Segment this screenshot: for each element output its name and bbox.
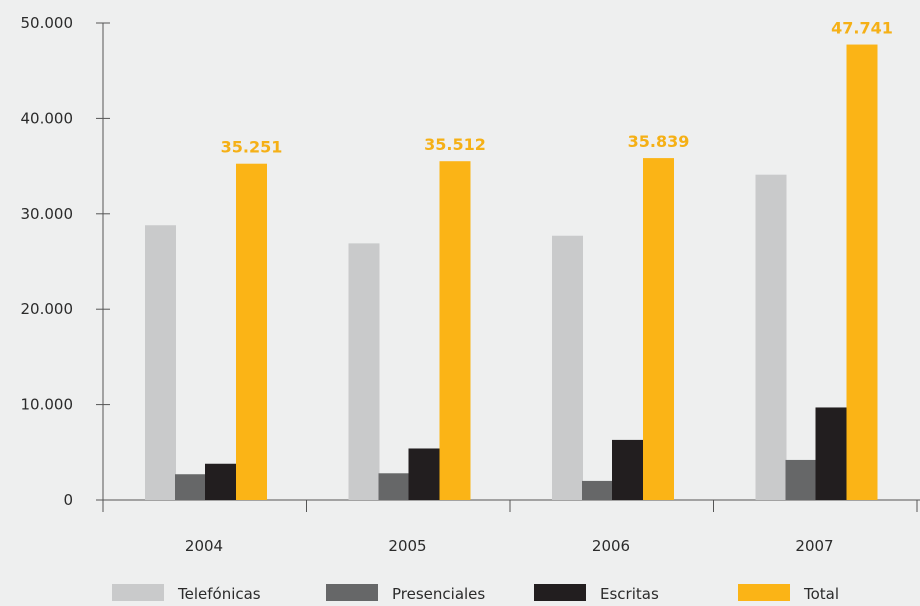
y-tick-label: 10.000	[21, 396, 74, 414]
bar-telef-nicas-2004	[145, 225, 176, 501]
legend-label: Escritas	[600, 585, 659, 603]
legend-label: Total	[803, 585, 839, 603]
bar-escritas-2007	[815, 407, 847, 500]
chart-bars	[145, 44, 878, 501]
chart-axes: 0 10.000 20.000 30.000 40.000 50.000	[21, 14, 920, 512]
y-tick-label: 40.000	[21, 109, 74, 127]
bar-total-2004	[236, 163, 267, 501]
chart-labels: 2004 35.251 2005 35.512 2006 35.839 2007 47.741	[185, 19, 893, 555]
bar-presenciales-2004	[175, 474, 206, 500]
legend-label: Presenciales	[392, 585, 485, 603]
bar-telef-nicas-2006	[552, 235, 583, 500]
total-data-label: 35.251	[221, 138, 283, 157]
total-data-label: 35.512	[424, 135, 486, 154]
legend-swatch-total	[738, 584, 790, 601]
legend-label: Telefónicas	[177, 585, 261, 603]
x-tick-label: 2006	[592, 537, 630, 555]
total-data-label: 35.839	[628, 132, 690, 151]
legend-swatch-presenciales	[326, 584, 378, 601]
total-data-label: 47.741	[831, 19, 893, 38]
bar-presenciales-2006	[582, 480, 613, 500]
chart-legend: Telefónicas Presenciales Escritas Total	[112, 584, 839, 603]
x-tick-label: 2004	[185, 537, 223, 555]
bar-total-2007	[846, 44, 878, 500]
x-tick-label: 2007	[795, 537, 833, 555]
y-tick-label: 20.000	[21, 300, 74, 318]
legend-swatch-escritas	[534, 584, 586, 601]
x-tick-label: 2005	[388, 537, 426, 555]
bar-escritas-2004	[205, 463, 236, 500]
legend-swatch-telef-nicas	[112, 584, 164, 601]
bar-escritas-2005	[408, 448, 440, 500]
y-tick-label: 0	[63, 491, 73, 509]
bar-total-2006	[643, 158, 674, 500]
bar-presenciales-2007	[785, 459, 817, 500]
bar-presenciales-2005	[378, 473, 410, 500]
bar-telef-nicas-2005	[348, 243, 380, 500]
bar-escritas-2006	[612, 439, 643, 500]
bar-total-2005	[439, 161, 471, 500]
y-tick-label: 30.000	[21, 205, 74, 223]
bar-telef-nicas-2007	[755, 174, 787, 500]
y-tick-label: 50.000	[21, 14, 74, 32]
